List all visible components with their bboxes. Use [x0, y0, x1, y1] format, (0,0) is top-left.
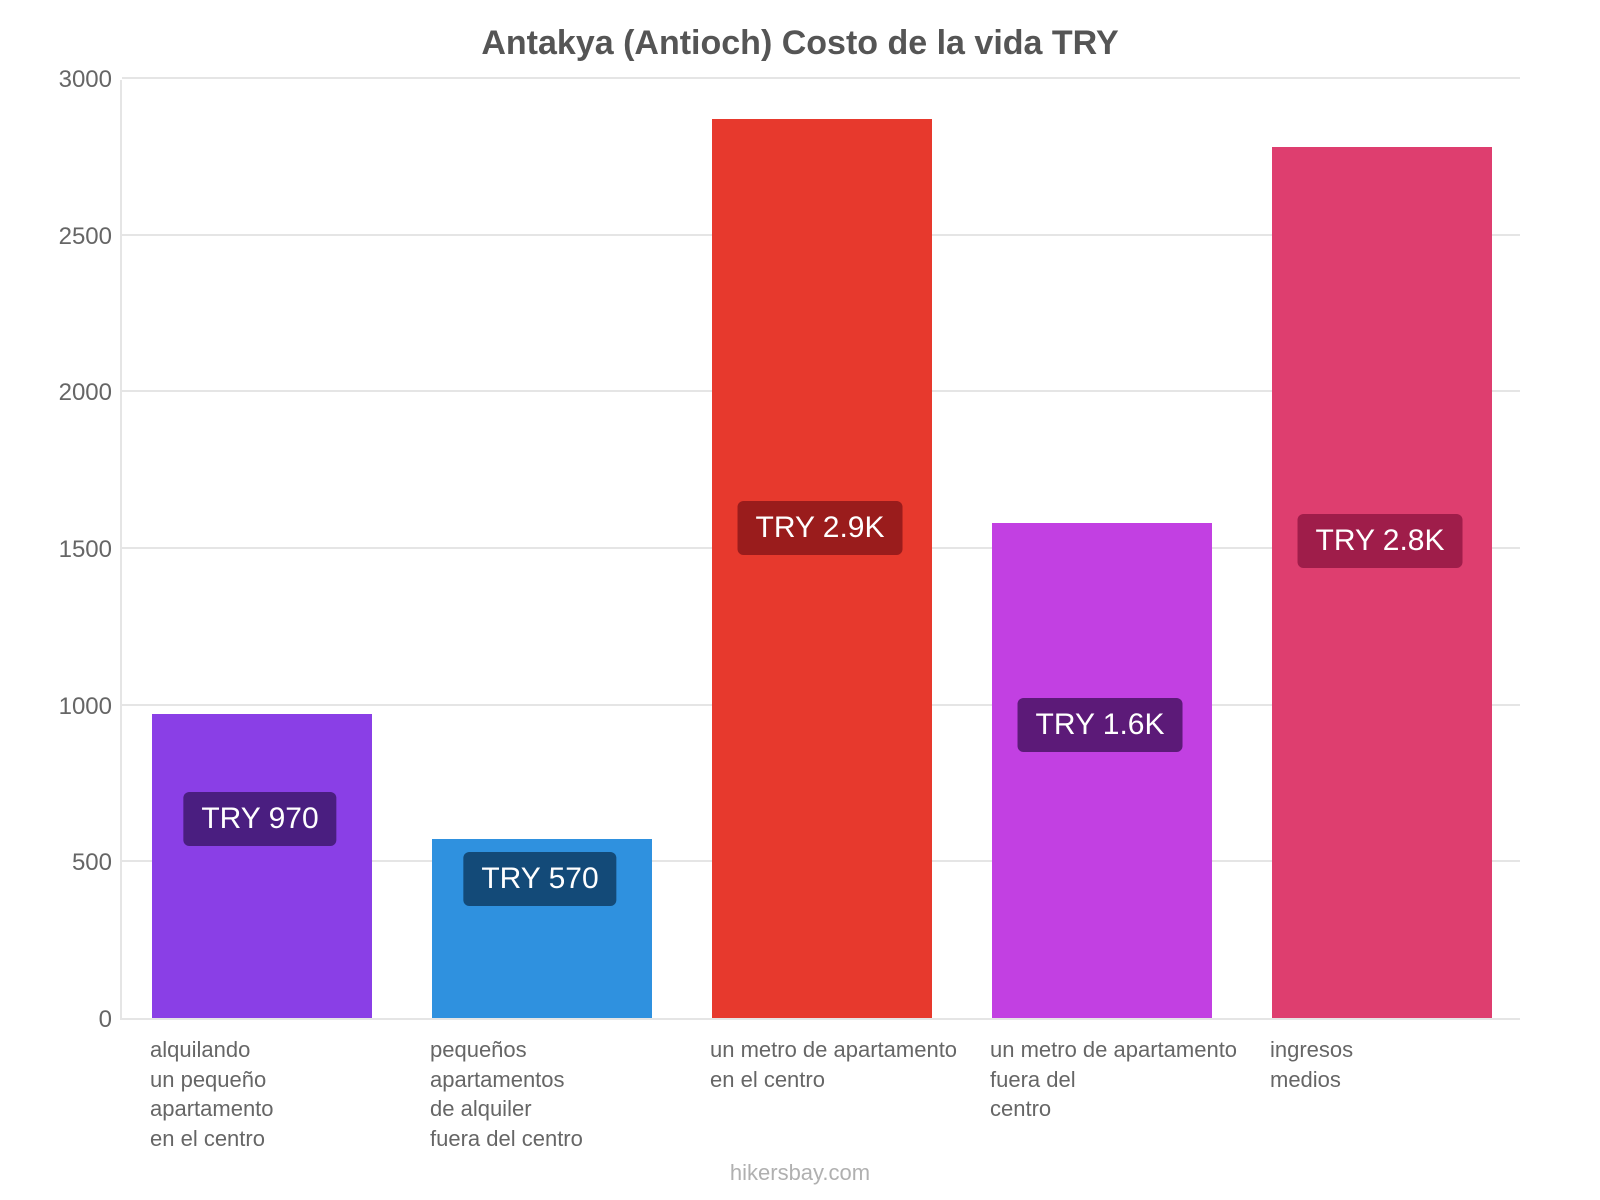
bar-value-label: TRY 2.9K	[738, 501, 903, 555]
x-category-label: ingresos medios	[1270, 1035, 1530, 1094]
x-category-label: un metro de apartamento en el centro	[710, 1035, 970, 1094]
y-tick-label: 2500	[12, 223, 112, 251]
x-category-label: alquilando un pequeño apartamento en el …	[150, 1035, 410, 1154]
x-category-label: un metro de apartamento fuera del centro	[990, 1035, 1250, 1124]
bar	[992, 523, 1212, 1018]
chart-container: Antakya (Antioch) Costo de la vida TRY h…	[0, 0, 1600, 1200]
bar	[1272, 147, 1492, 1018]
bar-value-label: TRY 570	[463, 852, 616, 906]
y-tick-label: 1500	[12, 536, 112, 564]
y-tick-label: 0	[12, 1006, 112, 1034]
chart-title: Antakya (Antioch) Costo de la vida TRY	[0, 24, 1600, 63]
bar-value-label: TRY 2.8K	[1298, 514, 1463, 568]
bar	[712, 119, 932, 1018]
y-tick-label: 1000	[12, 693, 112, 721]
source-label: hikersbay.com	[0, 1160, 1600, 1186]
y-tick-label: 3000	[12, 66, 112, 94]
y-tick-label: 2000	[12, 379, 112, 407]
gridline	[122, 77, 1520, 79]
bar-value-label: TRY 1.6K	[1018, 698, 1183, 752]
bar-value-label: TRY 970	[183, 792, 336, 846]
x-category-label: pequeños apartamentos de alquiler fuera …	[430, 1035, 690, 1154]
y-tick-label: 500	[12, 849, 112, 877]
bar	[152, 714, 372, 1018]
